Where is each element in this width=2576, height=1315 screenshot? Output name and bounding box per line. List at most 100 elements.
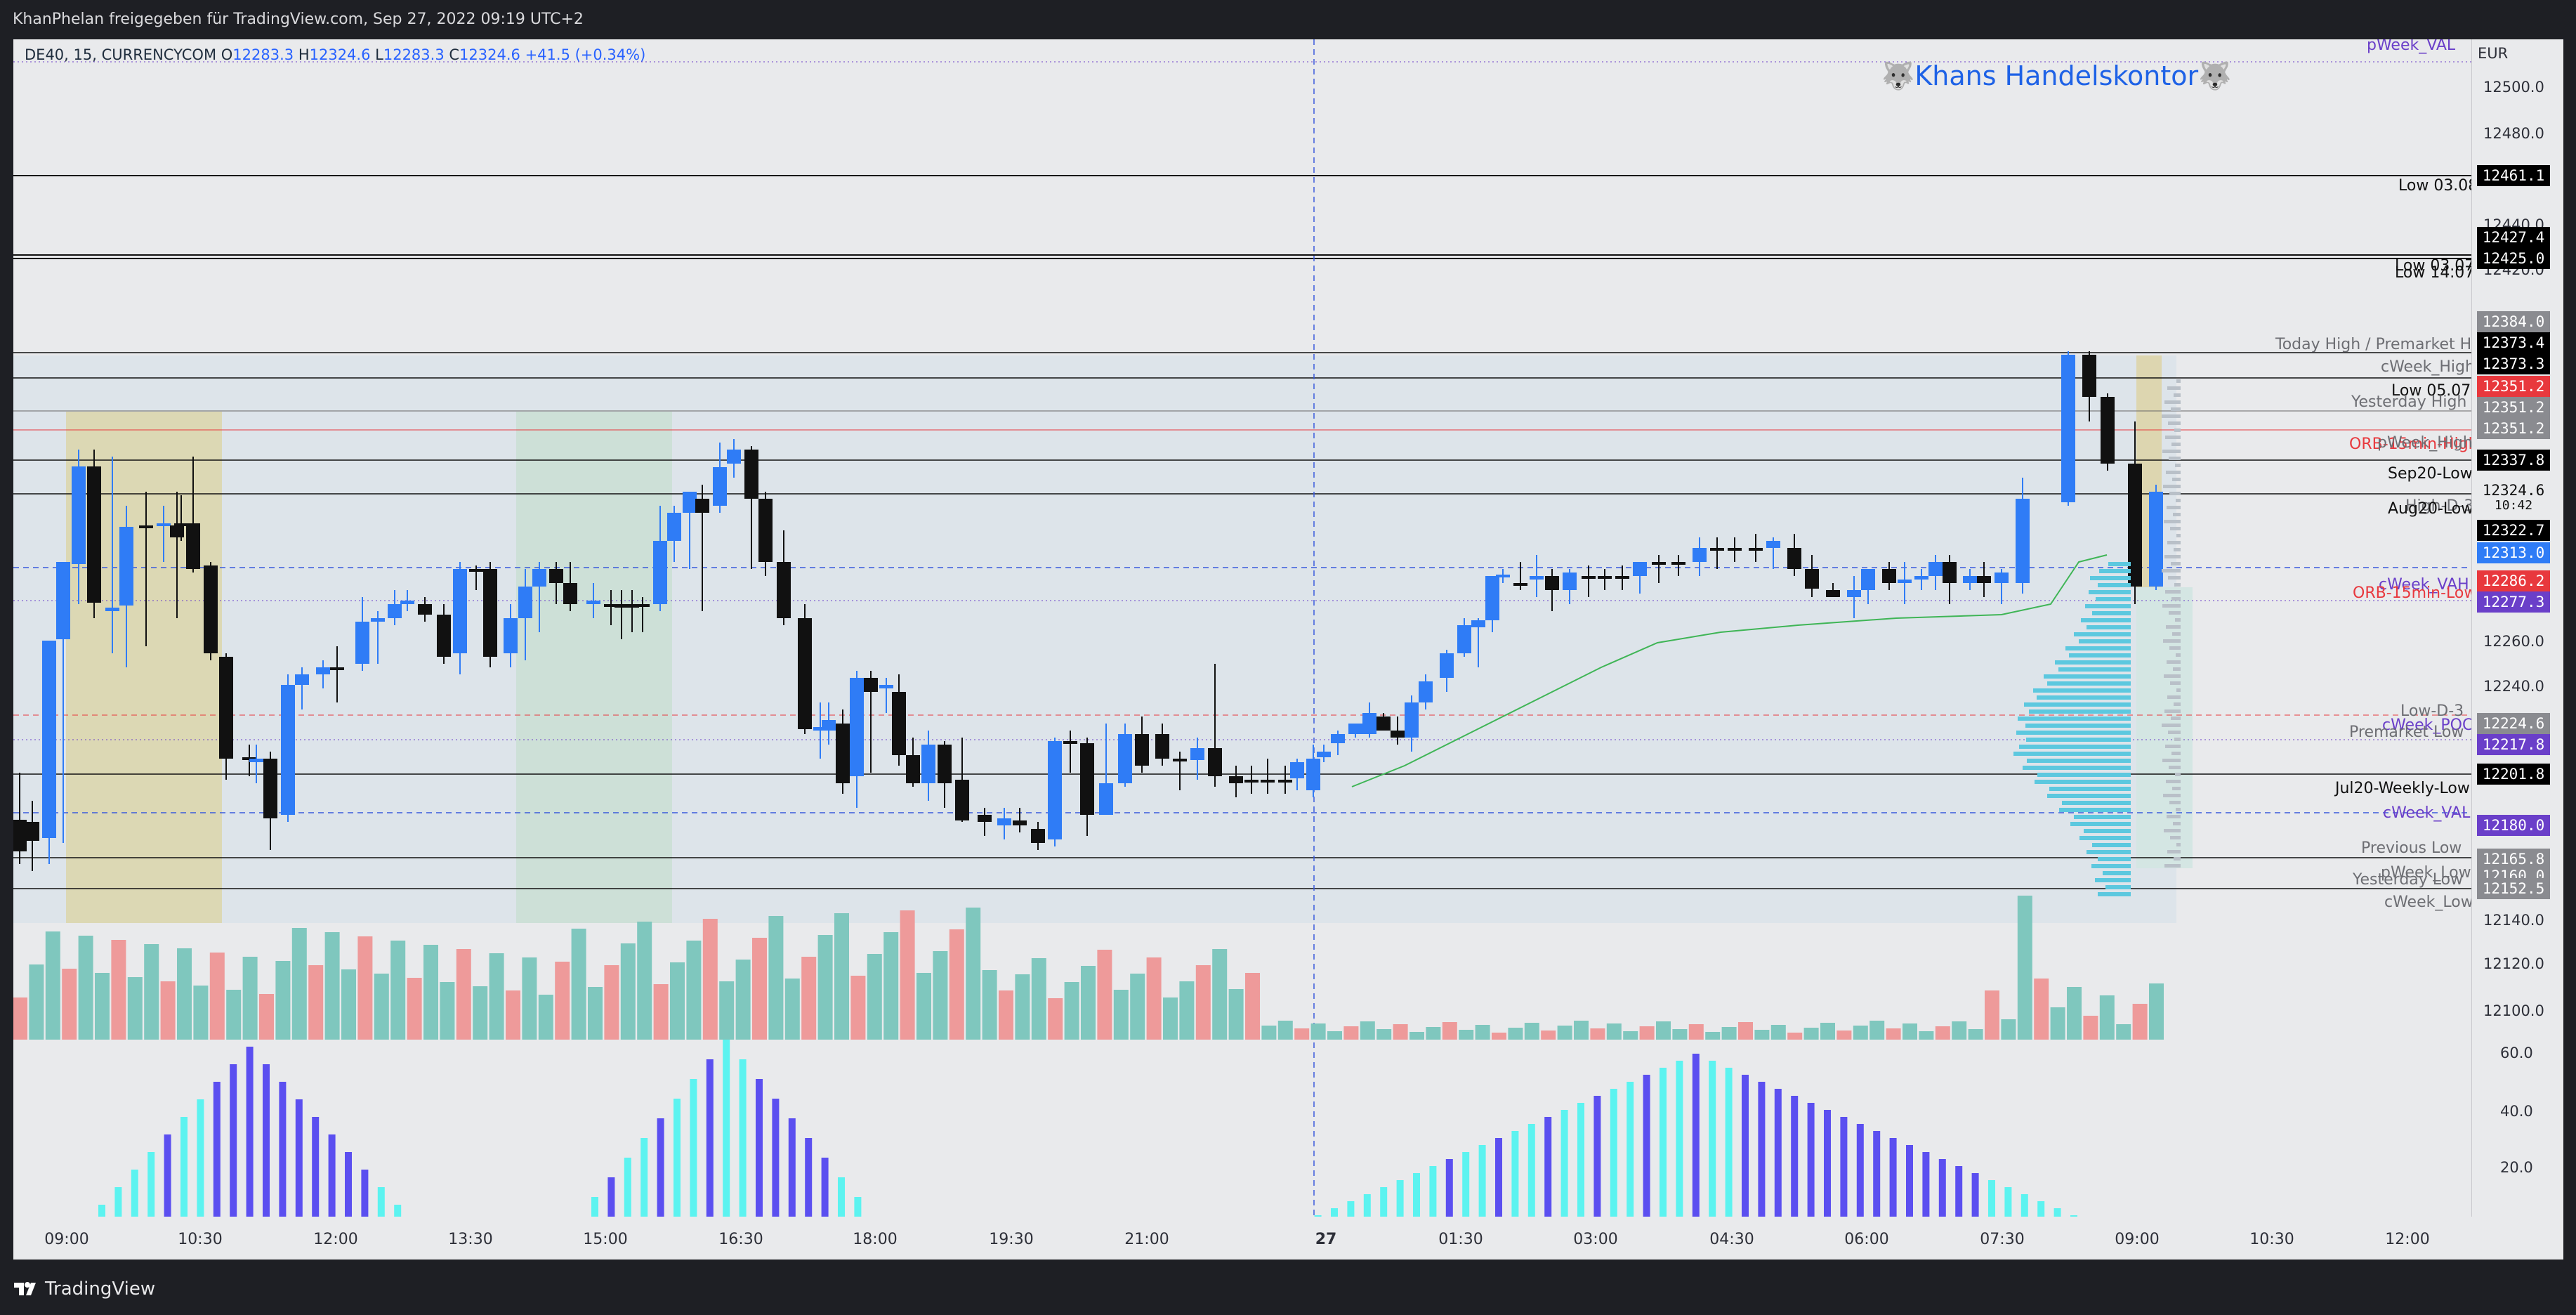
candle-body	[2061, 355, 2075, 502]
oscillator-bar	[706, 1059, 714, 1222]
volume-profile-bar	[2070, 822, 2131, 826]
candle-body	[1290, 762, 1304, 778]
candle-body	[615, 604, 629, 608]
candle-body	[1914, 576, 1928, 580]
price-label-box: 12217.8	[2477, 734, 2550, 755]
volume-bar	[78, 936, 93, 1040]
oscillator-bar	[1660, 1068, 1667, 1222]
volume-bar	[1968, 1029, 1983, 1040]
oscillator-axis-label: 40.0	[2500, 1103, 2533, 1120]
candle-body	[186, 523, 200, 569]
level-label: pWeek_High	[2377, 434, 2471, 452]
footer-bar: TradingView	[0, 1264, 2576, 1315]
candle-body	[604, 604, 618, 607]
candle-body	[653, 541, 667, 604]
candle-body	[938, 745, 952, 783]
candle-body	[1652, 562, 1666, 565]
volume-bar	[13, 997, 27, 1040]
oscillator-bar	[1331, 1208, 1338, 1222]
volume-bar	[2001, 1019, 2016, 1040]
volume-profile-ghost-bar	[2162, 604, 2181, 608]
level-label: cWeek_VAH	[2379, 576, 2469, 594]
time-axis[interactable]	[13, 1217, 2563, 1260]
volume-profile-ghost-bar	[2167, 386, 2181, 390]
candle-body	[1331, 734, 1345, 743]
volume-profile-bar	[2062, 801, 2131, 805]
volume-profile-bar	[2055, 660, 2131, 665]
volume-profile-bar	[2047, 681, 2131, 686]
oscillator-bar	[377, 1187, 385, 1222]
oscillator-bar	[1988, 1180, 1995, 1222]
oscillator-bar	[1593, 1096, 1601, 1222]
oscillator-bar	[640, 1138, 648, 1222]
volume-profile-bar	[2044, 674, 2131, 679]
candle-body	[1013, 820, 1027, 825]
volume-bar	[2099, 995, 2115, 1040]
oscillator-bar	[1527, 1124, 1535, 1222]
volume-bar	[1770, 1025, 1786, 1040]
candle-body	[1306, 759, 1320, 790]
volume-bar	[95, 973, 110, 1040]
candle-body	[1633, 562, 1647, 576]
oscillator-bar	[131, 1170, 138, 1222]
volume-profile-ghost-bar	[2169, 801, 2181, 804]
volume-profile-ghost-bar	[2167, 506, 2181, 509]
volume-bar	[784, 979, 800, 1040]
oscillator-bar	[1692, 1054, 1700, 1222]
candle-body	[139, 525, 153, 528]
oscillator-bar	[1725, 1068, 1733, 1222]
volume-profile-bar	[2037, 773, 2131, 777]
oscillator-bar	[1856, 1124, 1864, 1222]
candle-body	[25, 822, 39, 841]
volume-profile-ghost-bar	[2169, 646, 2181, 650]
volume-profile-bar	[2049, 787, 2131, 791]
price-label-box: 12286.2	[2477, 570, 2550, 591]
volume-profile-ghost-bar	[2173, 667, 2181, 671]
candle-body	[667, 513, 681, 541]
volume-bar	[2083, 1016, 2098, 1040]
volume-profile-ghost-bar	[2174, 428, 2181, 432]
price-axis-label: 12260.0	[2483, 633, 2544, 650]
volume-bar	[160, 981, 176, 1040]
chart-pane[interactable]: DE40, 15, CURRENCYCOM O12283.3 H12324.6 …	[13, 39, 2471, 1260]
candle-body	[2101, 397, 2115, 464]
volume-profile-ghost-bar	[2169, 457, 2181, 460]
level-label: cWeek_POC	[2382, 717, 2471, 734]
oscillator-bar	[723, 1040, 730, 1222]
candle-body	[1963, 576, 1977, 583]
volume-bar	[867, 954, 882, 1040]
candle-body	[625, 604, 639, 608]
volume-bar	[1245, 973, 1260, 1040]
volume-bar	[1952, 1021, 1967, 1040]
candle-body	[1278, 780, 1292, 783]
candle-body	[879, 685, 893, 688]
volume-bar	[45, 931, 60, 1040]
volume-bar	[1803, 1028, 1819, 1040]
oscillator-bar	[197, 1099, 204, 1222]
oscillator-bar	[624, 1158, 631, 1222]
oscillator-axis-label: 20.0	[2500, 1159, 2533, 1176]
volume-bar	[1261, 1026, 1277, 1040]
volume-bar	[620, 943, 636, 1040]
volume-profile-ghost-bar	[2169, 611, 2181, 615]
volume-bar	[440, 982, 455, 1040]
volume-profile-bar	[2065, 646, 2131, 650]
chart-canvas[interactable]	[13, 39, 2471, 1260]
volume-bar	[1853, 1026, 1868, 1040]
candle-body	[2149, 492, 2163, 587]
volume-bar	[1064, 982, 1079, 1040]
volume-bar	[341, 969, 356, 1040]
candle-body	[955, 780, 969, 820]
volume-profile-ghost-bar	[2176, 499, 2181, 502]
vwap-line	[1351, 554, 2108, 787]
oscillator-bar	[591, 1197, 598, 1222]
oscillator-bar	[164, 1134, 171, 1222]
time-axis-label: 13:30	[448, 1231, 493, 1248]
oscillator-bar	[1627, 1082, 1634, 1222]
volume-bar	[604, 965, 619, 1040]
level-label: Low 14.07	[2395, 264, 2471, 282]
volume-bar	[1409, 1032, 1424, 1040]
price-axis-label: 12500.0	[2483, 79, 2544, 96]
volume-bar	[1146, 957, 1162, 1040]
chart-watermark-title: 🐺Khans Handelskontor🐺	[1881, 60, 2232, 91]
